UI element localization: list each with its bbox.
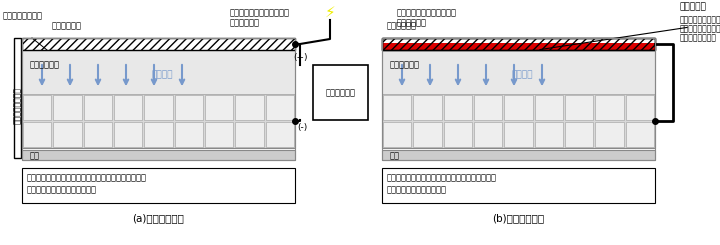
Bar <box>266 95 294 120</box>
Bar <box>595 122 624 147</box>
Bar <box>205 122 233 147</box>
Text: 陽極システム: 陽極システム <box>387 21 417 30</box>
Bar <box>84 95 112 120</box>
Bar <box>382 94 655 148</box>
Text: 鋼材: 鋼材 <box>30 151 40 160</box>
Bar <box>474 122 503 147</box>
Bar <box>22 50 295 94</box>
Bar <box>205 95 233 120</box>
Bar <box>175 95 203 120</box>
Bar <box>413 95 441 120</box>
Text: 鉄筋の腐食を防止す: 鉄筋の腐食を防止す <box>680 15 720 24</box>
Text: で、鉄筋がさびるのを防ぐ方式: で、鉄筋がさびるのを防ぐ方式 <box>27 185 97 194</box>
Bar <box>382 43 655 50</box>
Text: 外部から電気を引いてくる: 外部から電気を引いてくる <box>230 8 290 17</box>
Bar <box>175 122 203 147</box>
Text: (-): (-) <box>298 123 308 132</box>
Bar <box>474 95 503 120</box>
Text: 鉄筋がさびるのを防ぐ方式: 鉄筋がさびるのを防ぐ方式 <box>387 185 447 194</box>
Text: 陽極システム: 陽極システム <box>52 21 82 30</box>
Bar <box>535 95 563 120</box>
Bar <box>535 122 563 147</box>
Text: 鋼材: 鋼材 <box>390 151 400 160</box>
Bar <box>444 95 472 120</box>
Bar <box>504 122 533 147</box>
Bar <box>382 50 655 94</box>
Text: って腐食する金属: って腐食する金属 <box>680 33 717 42</box>
Bar <box>382 50 655 148</box>
Bar <box>144 95 173 120</box>
Bar <box>23 95 51 120</box>
Text: る代わりに犠牲にな: る代わりに犠牲にな <box>680 24 720 33</box>
Bar <box>84 122 112 147</box>
Bar <box>22 94 295 148</box>
Bar <box>595 95 624 120</box>
Bar <box>23 122 51 147</box>
Bar <box>626 122 654 147</box>
Text: ⚡: ⚡ <box>325 4 336 20</box>
Bar <box>53 122 81 147</box>
Text: コンクリート: コンクリート <box>30 60 60 69</box>
Bar <box>266 122 294 147</box>
Bar <box>14 38 21 158</box>
Text: 外部から電気を引いてくる: 外部から電気を引いてくる <box>397 8 457 17</box>
Bar <box>444 122 472 147</box>
Bar <box>382 168 655 203</box>
Bar <box>144 122 173 147</box>
Bar <box>114 95 143 120</box>
Text: (a)外部電源方式: (a)外部電源方式 <box>132 213 184 223</box>
Bar <box>413 122 441 147</box>
Bar <box>53 95 81 120</box>
Text: 犠牲陽極がさびることによって、電流が発生し、: 犠牲陽極がさびることによって、電流が発生し、 <box>387 173 497 182</box>
Bar <box>504 95 533 120</box>
Bar <box>22 50 295 148</box>
Text: コンクリート表面: コンクリート表面 <box>3 11 43 20</box>
Bar <box>382 150 655 160</box>
Text: (b)流電陽極方式: (b)流電陽極方式 <box>492 213 544 223</box>
Bar <box>22 38 295 50</box>
Text: 防食電流: 防食電流 <box>151 71 173 79</box>
Text: (+): (+) <box>294 53 308 62</box>
Text: 必要がある。: 必要がある。 <box>230 18 260 27</box>
Text: 外部から引いた電気をコンクリート内に流すことで、: 外部から引いた電気をコンクリート内に流すことで、 <box>27 173 147 182</box>
Bar <box>382 38 655 160</box>
Bar <box>382 38 655 50</box>
Bar <box>22 38 295 160</box>
Text: 防食電流: 防食電流 <box>511 71 533 79</box>
Bar <box>313 65 368 120</box>
Bar <box>626 95 654 120</box>
Bar <box>22 168 295 203</box>
Bar <box>235 95 264 120</box>
Text: 鉄筋コンクリート: 鉄筋コンクリート <box>12 86 22 123</box>
Text: 犠牲陽極材: 犠牲陽極材 <box>680 2 707 11</box>
Bar <box>22 150 295 160</box>
Bar <box>114 122 143 147</box>
Bar <box>383 122 411 147</box>
Bar <box>383 95 411 120</box>
Bar <box>382 38 655 50</box>
Bar <box>565 122 593 147</box>
Text: コンクリート: コンクリート <box>390 60 420 69</box>
Text: 直流電源装置: 直流電源装置 <box>325 88 356 97</box>
Bar <box>235 122 264 147</box>
Bar <box>565 95 593 120</box>
Text: 必要がない。: 必要がない。 <box>397 18 427 27</box>
